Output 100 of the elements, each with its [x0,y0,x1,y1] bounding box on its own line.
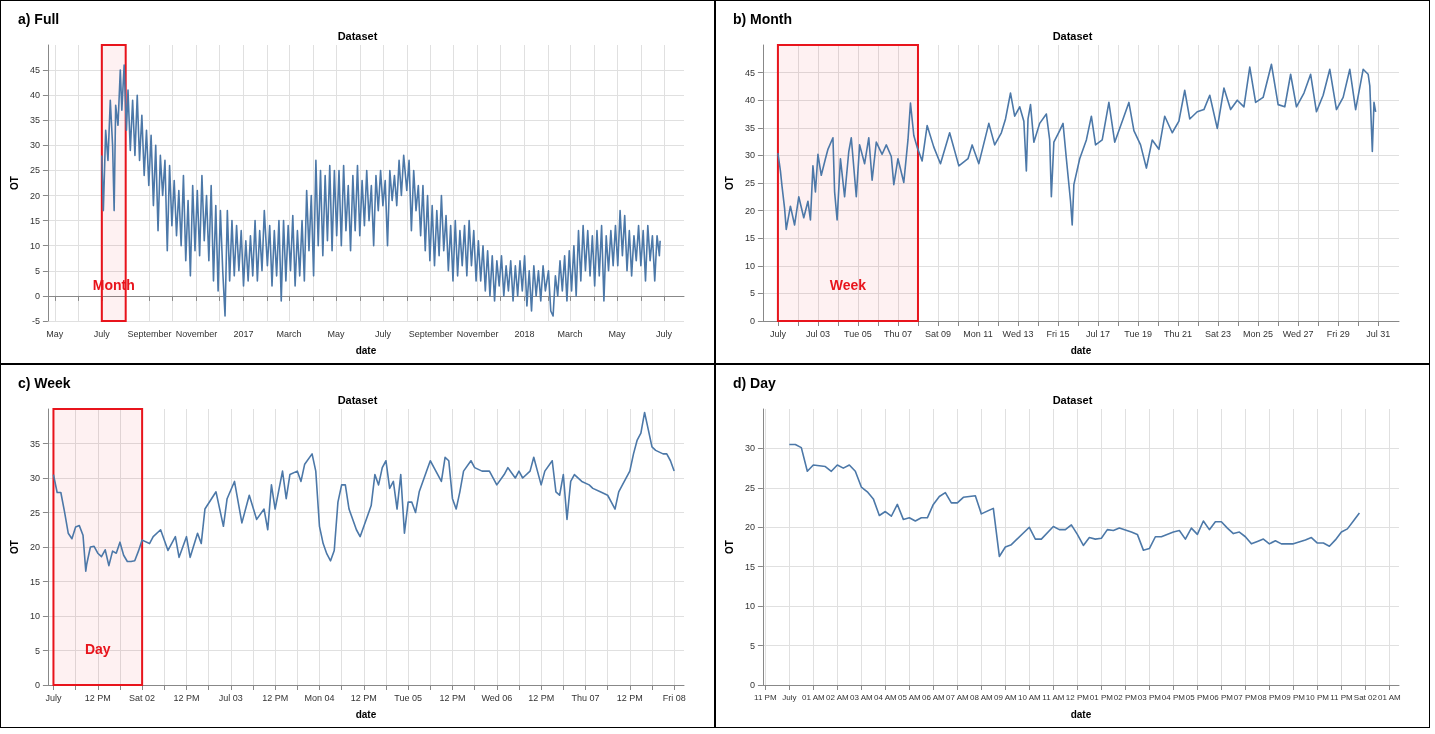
x-tick-label: 11 PM [1330,692,1353,702]
x-tick-label: July [655,328,673,339]
y-tick-label: 40 [744,95,755,106]
y-tick-label: 25 [29,165,40,176]
x-tick-label: September [127,328,172,339]
x-tick-label: 04 AM [873,692,897,702]
y-tick-label: 30 [744,150,755,161]
x-tick-label: 2017 [233,328,254,339]
x-tick-label: 06 PM [1209,692,1234,702]
y-tick-label: 30 [29,140,40,151]
y-tick-label: 20 [744,522,755,533]
chart-title: c) Week [18,375,71,391]
x-tick-label: Tue 05 [394,692,422,703]
y-tick-label: -5 [31,316,40,326]
chart-subtitle: Dataset [1052,393,1093,406]
x-tick-label: Mon 04 [304,692,335,703]
x-tick-label: Tue 19 [1124,328,1152,339]
y-tick-label: 30 [744,443,755,454]
x-tick-label: Jul 31 [1366,328,1391,339]
chart-subtitle: Dataset [337,29,378,42]
x-tick-label: 05 PM [1185,692,1210,702]
x-tick-label: 08 AM [970,692,994,702]
x-tick-label: Fri 29 [1326,328,1350,339]
x-tick-label: Fri 08 [662,692,686,703]
y-axis-title: OT [723,540,735,554]
y-tick-label: 25 [29,507,40,518]
y-tick-label: 0 [34,290,40,301]
x-tick-label: 09 PM [1281,692,1306,702]
x-tick-label: 03 PM [1137,692,1162,702]
x-tick-label: 01 PM [1089,692,1114,702]
x-tick-label: 2018 [514,328,535,339]
y-tick-label: 25 [744,178,755,188]
y-tick-label: 30 [29,473,40,483]
y-tick-label: 15 [744,561,755,572]
x-tick-label: Thu 21 [1164,328,1193,339]
x-tick-label: 11 PM [754,692,777,702]
y-tick-label: 25 [744,482,755,493]
y-axis-title: OT [8,176,20,190]
x-tick-label: Tue 05 [844,328,872,339]
y-tick-label: 5 [34,645,40,656]
x-tick-label: Jul 03 [805,328,830,339]
x-axis-title: date [355,708,377,720]
x-tick-label: 10 AM [1018,692,1042,702]
y-tick-label: 0 [749,316,755,326]
x-tick-label: 10 PM [1305,692,1330,702]
x-tick-label: July [769,328,787,339]
x-tick-label: Jul 03 [218,692,243,703]
x-tick-label: 02 AM [825,692,849,702]
chart-subtitle: Dataset [337,393,378,406]
x-tick-label: Mon 25 [1243,328,1274,339]
x-tick-label: 09 AM [994,692,1018,702]
chart-title: d) Day [733,375,776,391]
x-tick-label: 11 AM [1042,692,1065,702]
y-tick-label: 15 [29,215,40,226]
x-tick-label: March [557,328,583,339]
y-tick-label: 5 [749,640,755,651]
x-tick-label: 12 PM [173,692,200,703]
y-tick-label: 0 [749,680,755,690]
y-axis-title: OT [723,176,735,190]
y-tick-label: 0 [34,680,40,690]
x-tick-label: 05 AM [897,692,921,702]
x-tick-label: Wed 13 [1002,328,1034,339]
chart-subtitle: Dataset [1052,29,1093,42]
x-tick-label: November [456,328,499,339]
x-tick-label: May [46,328,64,339]
x-tick-label: 01 AM [801,692,825,702]
x-tick-label: Sat 23 [1205,328,1232,339]
x-tick-label: Sat 02 [129,692,156,703]
x-tick-label: July [93,328,111,339]
band-label: Day [84,641,111,657]
x-tick-label: 12 PM [439,692,466,703]
y-tick-label: 5 [749,288,755,299]
chart-title: b) Month [733,11,793,27]
y-axis-title: OT [8,540,20,554]
x-tick-label: July [45,692,62,703]
x-tick-label: 02 PM [1113,692,1138,702]
x-tick-label: 04 PM [1161,692,1186,702]
x-tick-label: September [408,328,453,339]
x-tick-label: 01 AM [1378,692,1402,702]
x-tick-label: Thu 07 [571,692,600,703]
x-tick-label: Wed 06 [481,692,513,703]
x-tick-label: 07 PM [1233,692,1258,702]
y-tick-label: 10 [29,240,40,251]
y-tick-label: 45 [29,65,40,76]
y-tick-label: 20 [744,205,755,216]
y-tick-label: 40 [29,90,40,101]
x-tick-label: Thu 07 [883,328,912,339]
y-tick-label: 10 [744,601,755,612]
x-tick-label: 12 PM [616,692,643,703]
x-tick-label: November [175,328,218,339]
y-tick-label: 35 [29,115,40,126]
x-tick-label: March [276,328,302,339]
y-tick-label: 45 [744,67,755,78]
y-tick-label: 35 [744,122,755,133]
x-tick-label: 08 PM [1257,692,1282,702]
x-tick-label: 06 AM [921,692,946,702]
x-axis-title: date [355,344,377,356]
chart-title: a) Full [18,11,60,27]
y-tick-label: 35 [29,438,40,449]
y-tick-label: 10 [744,260,755,271]
